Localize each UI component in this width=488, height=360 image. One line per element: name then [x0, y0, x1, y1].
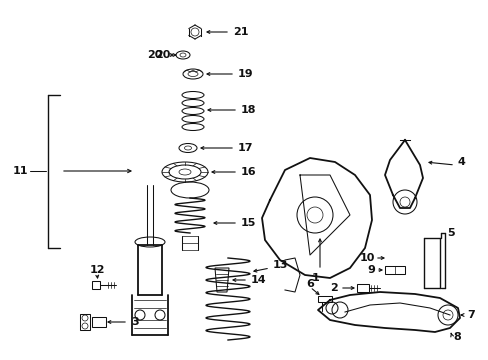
- Bar: [317, 296, 331, 302]
- Bar: [356, 284, 368, 292]
- Text: 20: 20: [154, 50, 170, 60]
- Text: 16: 16: [241, 167, 256, 177]
- Text: 12: 12: [89, 265, 104, 275]
- Text: 18: 18: [241, 105, 256, 115]
- Text: 8: 8: [452, 332, 460, 342]
- Text: 17: 17: [238, 143, 253, 153]
- Text: 20: 20: [146, 50, 162, 60]
- Bar: [92, 281, 100, 289]
- Text: 7: 7: [466, 310, 474, 320]
- Text: 13: 13: [272, 260, 288, 270]
- Text: 14: 14: [250, 275, 266, 285]
- Text: 6: 6: [305, 279, 313, 289]
- Text: 21: 21: [232, 27, 248, 37]
- Bar: [92, 317, 106, 327]
- Text: 3: 3: [131, 317, 138, 327]
- Text: 2: 2: [329, 283, 337, 293]
- Text: 10: 10: [359, 253, 374, 263]
- Text: 19: 19: [238, 69, 253, 79]
- Text: 15: 15: [241, 218, 256, 228]
- Bar: [80, 314, 90, 330]
- Text: 1: 1: [311, 273, 319, 283]
- Text: 9: 9: [366, 265, 374, 275]
- Text: 11: 11: [13, 166, 28, 176]
- Text: 4: 4: [457, 157, 465, 167]
- Text: 5: 5: [446, 228, 454, 238]
- Bar: [384, 266, 404, 274]
